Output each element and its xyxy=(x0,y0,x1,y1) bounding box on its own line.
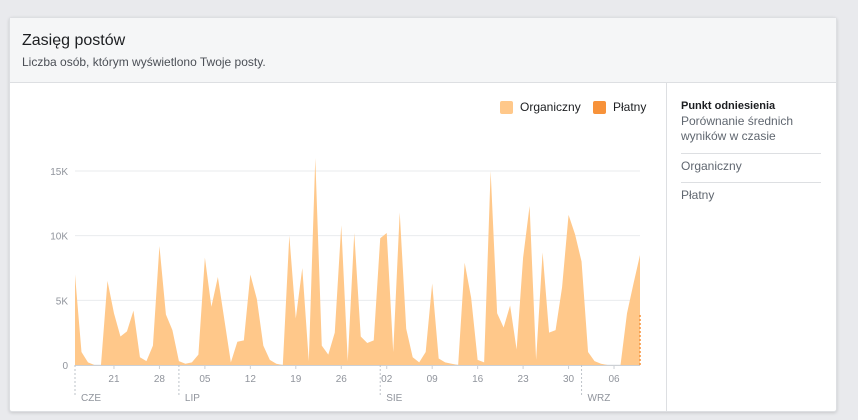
x-tick-label: 16 xyxy=(472,374,484,385)
month-label: SIE xyxy=(386,393,402,404)
month-label: WRZ xyxy=(588,393,611,404)
card-title: Zasięg postów xyxy=(22,32,126,49)
x-tick-label: 05 xyxy=(199,374,211,385)
x-tick-label: 21 xyxy=(108,374,120,385)
benchmark-sidebar: Punkt odniesienia Porównanie średnich wy… xyxy=(666,83,837,411)
legend-item-paid[interactable]: Płatny xyxy=(593,100,646,114)
sidebar-divider xyxy=(681,153,821,154)
reach-chart: 0 5K 10K 15K 21 28 05 12 19 26 02 09 16 23 30 06 CZE LIP S… xyxy=(50,158,641,404)
x-tick-label: 12 xyxy=(245,374,257,385)
sidebar-item-paid[interactable]: Płatny xyxy=(681,188,715,202)
x-tick-label: 28 xyxy=(154,374,166,385)
x-tick-label: 02 xyxy=(381,374,393,385)
chart-area: Organiczny Płatny 0 5K 10K 15K 21 28 05 12 19 26 0… xyxy=(10,83,665,411)
y-tick-label: 15K xyxy=(50,167,68,178)
month-label: CZE xyxy=(81,393,101,404)
x-tick-label: 06 xyxy=(608,374,620,385)
x-tick-label: 30 xyxy=(563,374,575,385)
x-tick-label: 09 xyxy=(427,374,439,385)
x-tick-label: 19 xyxy=(290,374,302,385)
sidebar-item-time-comparison[interactable]: Porównanie średnich wyników w czasie xyxy=(681,114,794,143)
y-tick-label: 0 xyxy=(62,361,68,372)
x-tick-label: 23 xyxy=(518,374,530,385)
y-tick-label: 5K xyxy=(56,296,69,307)
sidebar-heading: Punkt odniesienia xyxy=(681,100,776,112)
card-header: Zasięg postów Liczba osób, którym wyświe… xyxy=(10,18,836,83)
legend-item-organic[interactable]: Organiczny xyxy=(500,100,581,114)
legend-swatch-paid xyxy=(593,100,606,114)
series-area-organic xyxy=(75,158,640,365)
card-subtitle: Liczba osób, którym wyświetlono Twoje po… xyxy=(22,55,266,69)
legend-label-organic: Organiczny xyxy=(520,100,581,114)
y-tick-label: 10K xyxy=(50,232,68,243)
month-label: LIP xyxy=(185,393,200,404)
sidebar-divider xyxy=(681,182,821,183)
x-tick-label: 26 xyxy=(336,374,348,385)
legend-swatch-organic xyxy=(500,100,513,114)
reach-card: Zasięg postów Liczba osób, którym wyświe… xyxy=(9,17,837,412)
sidebar-item-organic[interactable]: Organiczny xyxy=(681,159,742,173)
legend-label-paid: Płatny xyxy=(613,100,647,114)
